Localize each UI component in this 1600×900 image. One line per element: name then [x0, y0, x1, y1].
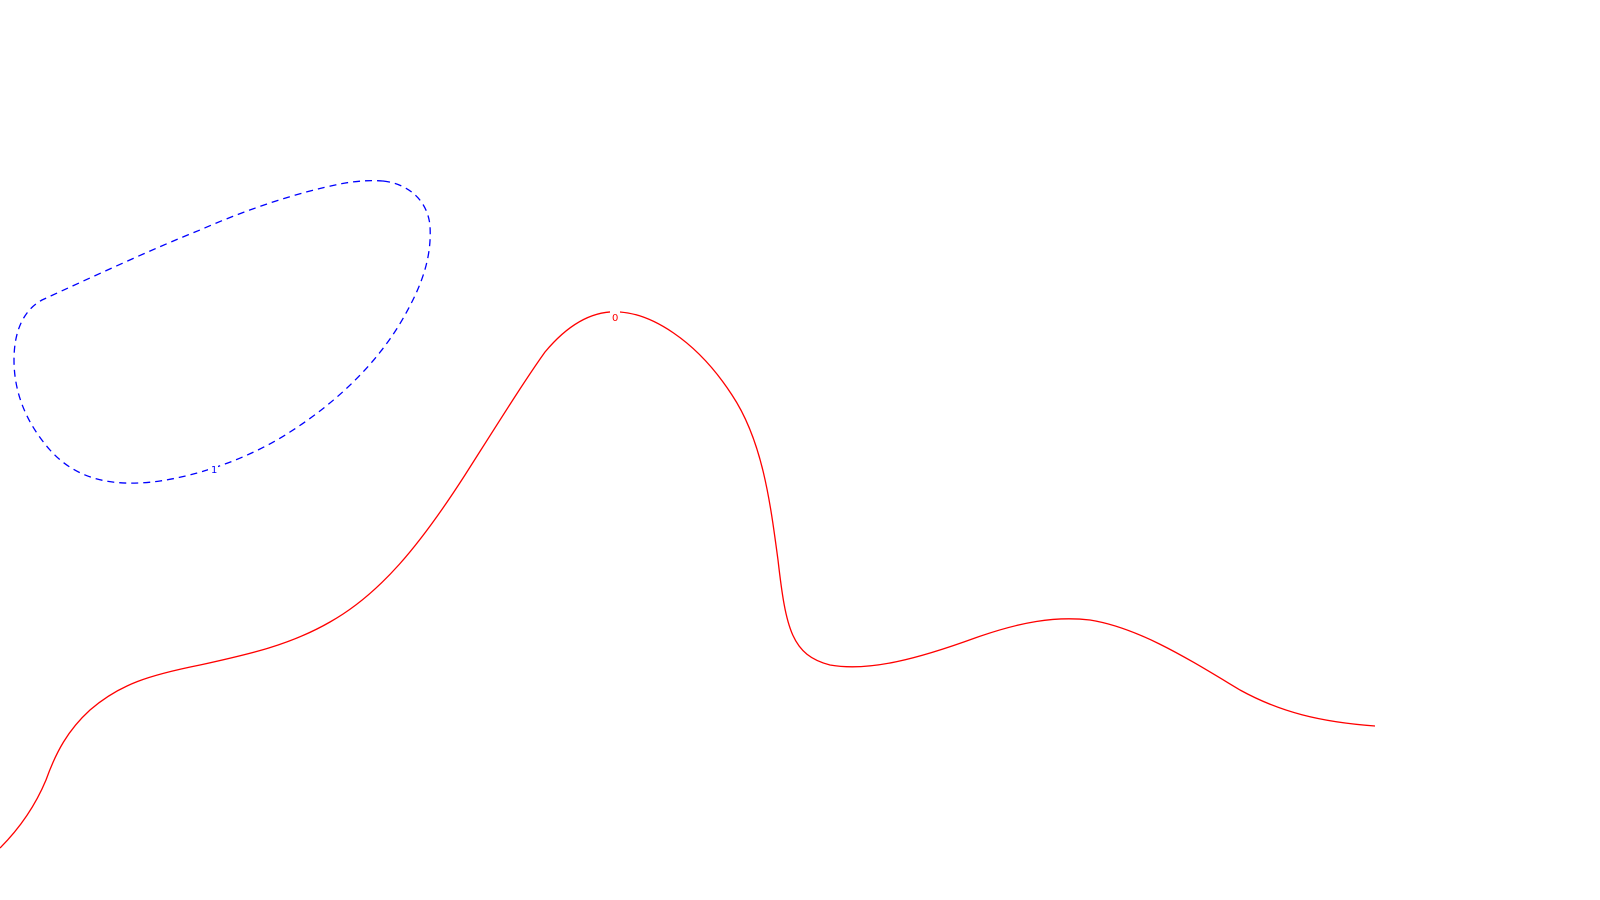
contour-label-1: 1 — [211, 465, 217, 476]
contour-label-0-bg — [610, 311, 620, 323]
contour-line-0 — [0, 311, 1376, 849]
contour-label-0: 0 — [612, 313, 618, 324]
contour-label-1-bg — [208, 463, 218, 475]
contour-line-1 — [13, 179, 431, 484]
